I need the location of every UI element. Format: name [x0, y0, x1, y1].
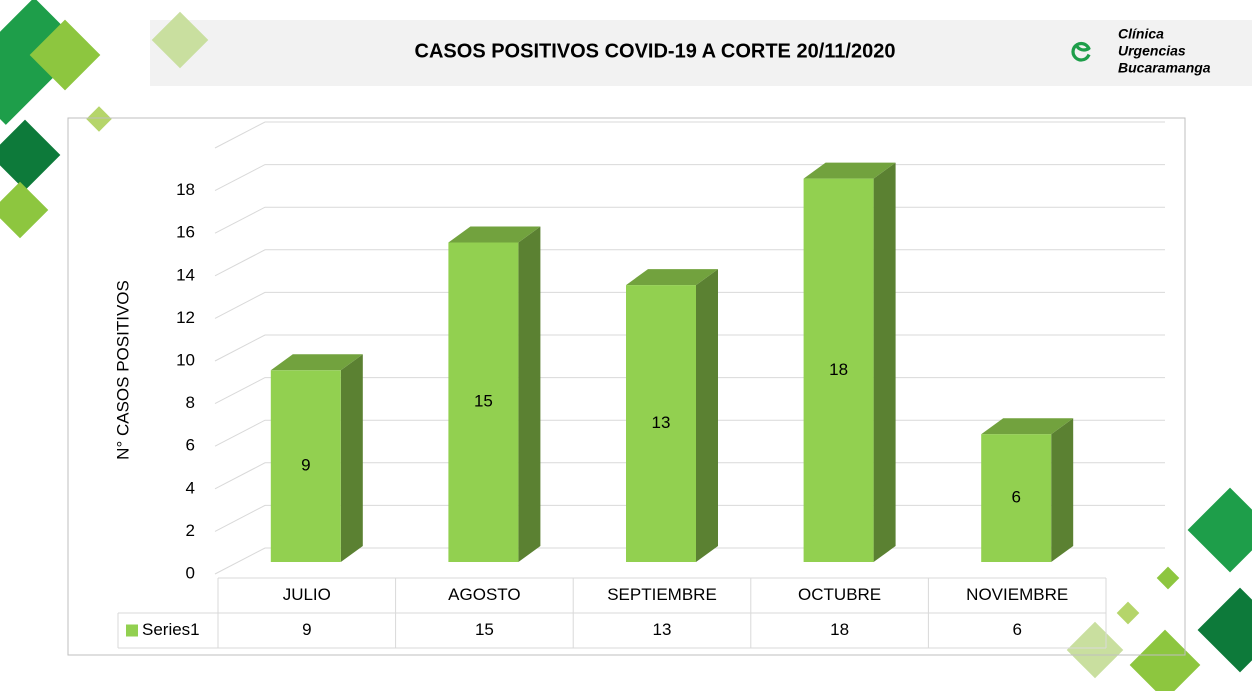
x-tick-label: OCTUBRE: [798, 585, 881, 604]
y-axis-label: N° CASOS POSITIVOS: [113, 280, 132, 460]
table-value: 18: [830, 620, 849, 639]
chart: ၔ CASOS POSITIVOS COVID-19 A CORTE 20/11…: [0, 0, 1252, 691]
data-label: 6: [1011, 488, 1020, 507]
x-tick-label: AGOSTO: [448, 585, 520, 604]
data-label: 15: [474, 392, 493, 411]
svg-text:ၔ: ၔ: [1070, 26, 1093, 70]
grid-line: [215, 165, 1165, 191]
y-tick-label: 18: [176, 180, 195, 199]
y-tick-label: 4: [186, 478, 195, 497]
y-tick-label: 12: [176, 308, 195, 327]
data-label: 18: [829, 360, 848, 379]
table-value: 6: [1012, 620, 1021, 639]
x-tick-label: SEPTIEMBRE: [607, 585, 717, 604]
legend-label: Series1: [142, 620, 200, 639]
chart-title: CASOS POSITIVOS COVID-19 A CORTE 20/11/2…: [415, 40, 896, 62]
grid-line: [215, 207, 1165, 233]
bar-side: [518, 227, 540, 563]
data-label: 13: [652, 413, 671, 432]
bar-side: [874, 163, 896, 562]
logo-text: Clínica: [1118, 26, 1164, 42]
bar-side: [341, 354, 363, 562]
bar-side: [696, 269, 718, 562]
bar-side: [1051, 418, 1073, 562]
y-tick-label: 2: [186, 521, 195, 540]
logo-text: Urgencias: [1118, 43, 1186, 59]
y-tick-label: 6: [186, 436, 195, 455]
table-value: 13: [653, 620, 672, 639]
y-tick-label: 14: [176, 265, 195, 284]
y-tick-label: 0: [186, 563, 195, 582]
y-tick-label: 10: [176, 350, 195, 369]
y-tick-label: 8: [186, 393, 195, 412]
x-tick-label: JULIO: [283, 585, 331, 604]
table-value: 15: [475, 620, 494, 639]
grid-line: [215, 122, 1165, 148]
y-tick-label: 16: [176, 223, 195, 242]
x-tick-label: NOVIEMBRE: [966, 585, 1068, 604]
logo-text: Bucaramanga: [1118, 60, 1211, 76]
page: {"header": {"logo_lines": ["Clínica", "U…: [0, 0, 1252, 691]
table-value: 9: [302, 620, 311, 639]
data-label: 9: [301, 456, 310, 475]
legend-swatch: [126, 625, 138, 637]
